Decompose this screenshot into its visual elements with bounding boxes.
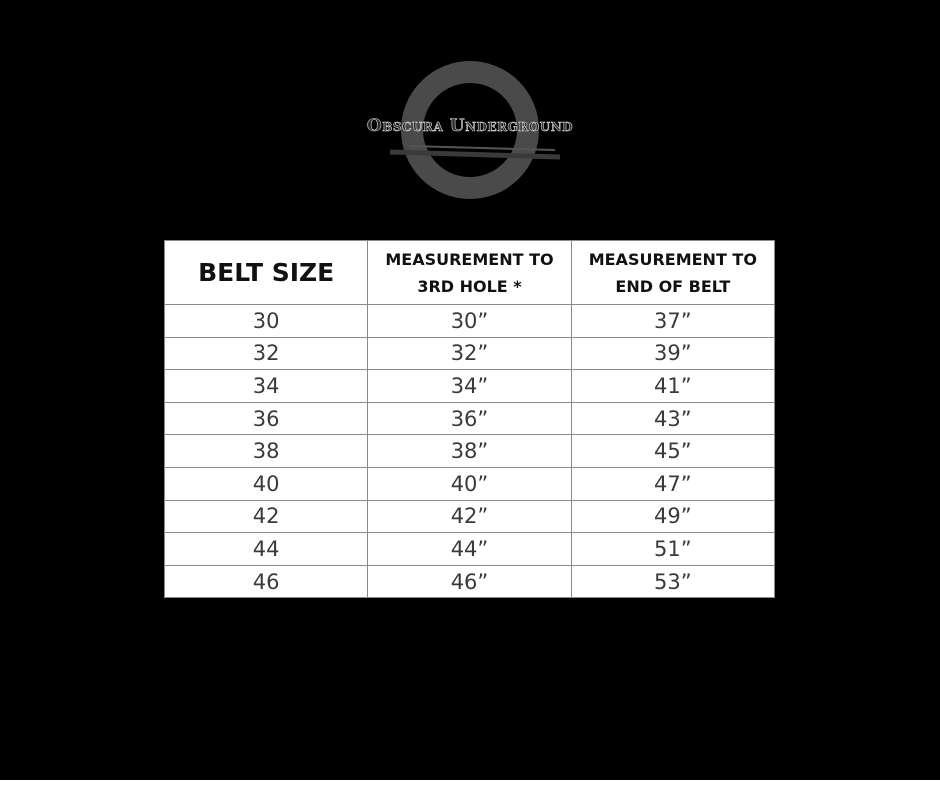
table-cell: 46” <box>367 564 572 599</box>
table-cell: 32 <box>163 336 369 371</box>
table-row: 36 36” 43” <box>163 401 776 436</box>
column-header-line: END OF BELT <box>615 276 731 296</box>
table-cell: 30” <box>367 304 572 338</box>
table-row: 42 42” 49” <box>163 499 776 534</box>
table-cell: 38 <box>163 434 369 468</box>
column-header-line: 3RD HOLE * <box>417 276 522 296</box>
table-cell: 36” <box>367 401 572 436</box>
table-row: 38 38” 45” <box>163 434 776 468</box>
table-cell: 43” <box>570 401 776 436</box>
table-cell: 34” <box>367 369 572 403</box>
table-row: 46 46” 53” <box>163 564 776 599</box>
table-cell: 36 <box>163 401 369 436</box>
table-cell: 38” <box>367 434 572 468</box>
column-header: MEASUREMENT TO 3RD HOLE * <box>367 240 572 305</box>
table-cell: 37” <box>570 304 776 338</box>
table-row: 30 30” 37” <box>163 304 776 338</box>
table-row: 44 44” 51” <box>163 532 776 566</box>
table-cell: 34 <box>163 369 369 403</box>
column-header-line: BELT SIZE <box>198 258 335 287</box>
column-header: MEASUREMENT TO END OF BELT <box>570 240 776 305</box>
column-header-line: MEASUREMENT TO <box>588 249 757 269</box>
logo-text: Obscura Underground <box>366 116 574 137</box>
table-row: 34 34” 41” <box>163 369 776 403</box>
column-header: BELT SIZE <box>163 240 369 305</box>
table-cell: 39” <box>570 336 776 371</box>
table-cell: 41” <box>570 369 776 403</box>
brand-logo: Obscura Underground <box>330 50 610 210</box>
table-cell: 49” <box>570 499 776 534</box>
table-cell: 47” <box>570 466 776 501</box>
table-cell: 44” <box>367 532 572 566</box>
column-header-line: MEASUREMENT TO <box>385 249 554 269</box>
table-cell: 53” <box>570 564 776 599</box>
ring-icon <box>389 61 561 199</box>
table-cell: 42 <box>163 499 369 534</box>
table-cell: 51” <box>570 532 776 566</box>
table-cell: 30 <box>163 304 369 338</box>
belt-size-table: BELT SIZE MEASUREMENT TO 3RD HOLE * MEASURE… <box>163 240 776 599</box>
table-cell: 45” <box>570 434 776 468</box>
table-cell: 46 <box>163 564 369 599</box>
table-cell: 32” <box>367 336 572 371</box>
table-row: 32 32” 39” <box>163 336 776 371</box>
table-header-row: BELT SIZE MEASUREMENT TO 3RD HOLE * MEASURE… <box>163 240 776 305</box>
table-row: 40 40” 47” <box>163 466 776 501</box>
table-cell: 40 <box>163 466 369 501</box>
table-cell: 44 <box>163 532 369 566</box>
table-cell: 40” <box>367 466 572 501</box>
bottom-strip <box>0 780 940 788</box>
table-cell: 42” <box>367 499 572 534</box>
